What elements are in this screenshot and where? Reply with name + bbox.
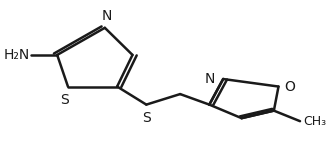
Text: H₂N: H₂N [3,48,29,62]
Text: S: S [60,93,69,107]
Text: N: N [205,72,215,86]
Text: N: N [102,9,113,23]
Text: CH₃: CH₃ [303,115,326,128]
Text: O: O [285,79,296,93]
Text: S: S [142,111,151,125]
